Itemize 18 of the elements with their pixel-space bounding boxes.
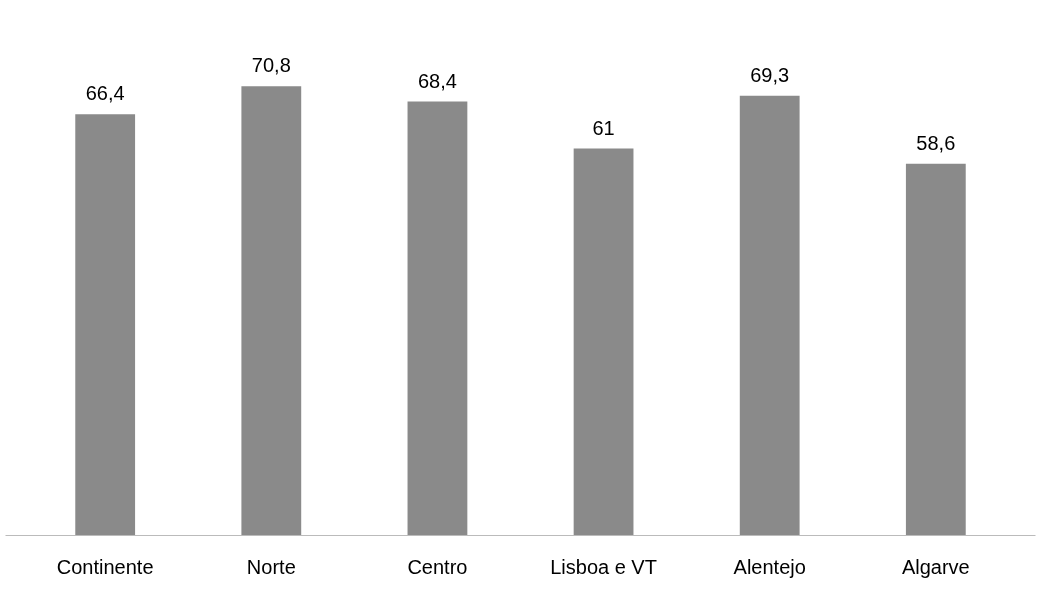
bar [905, 163, 966, 536]
data-label: 58,6 [916, 131, 956, 154]
data-label: 66,4 [85, 82, 125, 105]
data-label: 61 [592, 116, 615, 139]
bar [407, 101, 468, 536]
x-tick-label: Lisboa e VT [550, 555, 657, 578]
x-tick-label: Continente [56, 555, 154, 578]
bar [573, 148, 634, 536]
data-label: 68,4 [417, 69, 457, 92]
x-tick-label: Norte [246, 555, 296, 578]
x-tick-label: Algarve [901, 555, 970, 578]
bar [241, 86, 302, 536]
data-label: 69,3 [750, 63, 790, 86]
x-tick-label: Centro [407, 555, 468, 578]
bar [739, 95, 800, 536]
x-tick-label: Alentejo [733, 555, 806, 578]
data-label: 70,8 [251, 54, 291, 77]
bar [75, 114, 136, 536]
